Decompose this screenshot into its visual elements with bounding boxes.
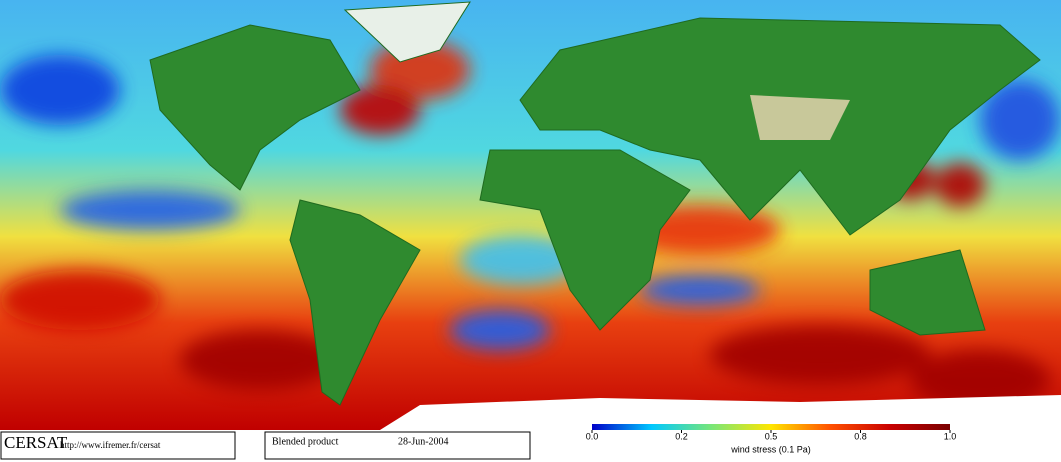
logo-box [0, 431, 236, 460]
date: 28-Jun-2004 [398, 436, 449, 447]
colorbar [592, 424, 950, 430]
colorbar-tick-label: 0.0 [586, 431, 599, 441]
colorbar-tick-label: 1.0 [944, 431, 957, 441]
colorbar-tick-label: 0.5 [765, 431, 778, 441]
colorbar-tick-label: 0.2 [675, 431, 688, 441]
product: Blended product [272, 436, 339, 447]
wind-field [0, 0, 1061, 430]
colorbar-label: wind stress (0.1 Pa) [730, 444, 811, 454]
product-box [264, 431, 531, 460]
url: http://www.ifremer.fr/cersat [60, 440, 161, 450]
logo: CERSAT [4, 433, 68, 452]
colorbar-tick-label: 0.8 [854, 431, 867, 441]
